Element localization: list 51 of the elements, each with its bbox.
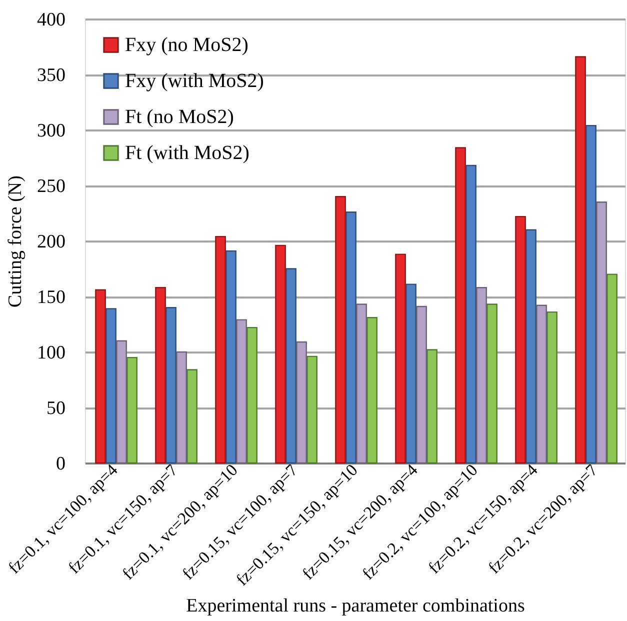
bar [596, 202, 607, 464]
x-axis-title: Experimental runs - parameter combinations [186, 596, 525, 617]
bar [176, 351, 187, 464]
y-tick-label: 200 [37, 232, 66, 252]
bar [306, 356, 318, 464]
legend-label: Fxy (with MoS2) [125, 70, 264, 92]
bar [406, 284, 416, 464]
legend-label: Fxy (no MoS2) [125, 34, 248, 56]
bar [296, 341, 307, 464]
bar [226, 250, 236, 464]
bar [236, 319, 247, 464]
y-tick-label: 250 [37, 176, 66, 197]
bar [546, 311, 558, 464]
y-tick-label: 50 [46, 398, 66, 419]
bar [526, 229, 536, 464]
bar [606, 274, 618, 464]
bar [395, 254, 406, 464]
bar [346, 212, 356, 464]
bar [215, 236, 226, 464]
bar [335, 196, 346, 464]
bar [246, 326, 258, 464]
bar [586, 124, 596, 464]
bar [356, 304, 367, 464]
bar [186, 369, 198, 464]
bar [286, 268, 296, 464]
bar [455, 147, 466, 464]
y-tick-label: 0 [56, 454, 66, 474]
bar [536, 304, 547, 464]
bar [166, 307, 176, 464]
y-tick-label: 150 [37, 287, 66, 308]
bar [275, 244, 286, 464]
bar [575, 56, 586, 464]
y-tick-label: 400 [37, 10, 66, 30]
bar [366, 316, 378, 464]
bar [426, 349, 438, 464]
legend-label: Ft (no MoS2) [125, 106, 234, 128]
y-axis-title: Cutting force (N) [5, 176, 26, 308]
bar [106, 308, 116, 464]
bar [486, 304, 498, 464]
bar [95, 289, 106, 464]
legend-label: Ft (with MoS2) [125, 142, 250, 164]
y-tick-label: 100 [37, 342, 66, 364]
bar [416, 306, 427, 464]
y-tick-label: 300 [37, 120, 66, 142]
bar [126, 356, 138, 464]
bar [155, 287, 166, 464]
bar [116, 340, 127, 464]
bar [466, 164, 476, 464]
bar [515, 216, 526, 464]
bar [476, 287, 487, 464]
y-tick-label: 350 [37, 65, 66, 86]
